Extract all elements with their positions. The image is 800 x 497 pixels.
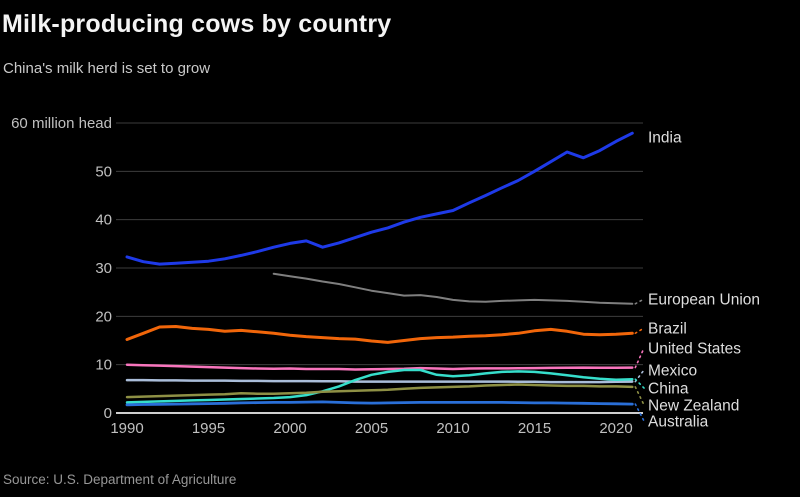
y-tick-label-30: 30 — [95, 260, 112, 277]
x-tick-label-2010: 2010 — [436, 420, 469, 437]
series-line-new-zealand — [125, 383, 634, 399]
leader-line-new-zealand — [634, 386, 645, 406]
leader-line-mexico — [634, 369, 645, 383]
y-tick-label-10: 10 — [95, 357, 112, 374]
series-label-united-states: United States — [648, 341, 741, 358]
y-tick-label-60: 60 million head — [11, 115, 112, 132]
series-label-european-union: European Union — [648, 292, 760, 309]
leader-line-united-states — [634, 347, 645, 369]
x-tick-label-2005: 2005 — [355, 420, 388, 437]
y-tick-label-0: 0 — [104, 405, 112, 422]
leader-line-australia — [634, 403, 645, 422]
series-label-india: India — [648, 130, 682, 147]
y-tick-label-20: 20 — [95, 308, 112, 325]
series-label-china: China — [648, 381, 689, 398]
x-tick-label-1995: 1995 — [192, 420, 225, 437]
x-tick-label-1990: 1990 — [110, 420, 143, 437]
x-tick-label-2020: 2020 — [599, 420, 632, 437]
series-line-brazil — [125, 325, 634, 344]
chart-subtitle: China's milk herd is set to grow — [3, 60, 211, 77]
series-line-australia — [125, 400, 634, 407]
series-label-mexico: Mexico — [648, 363, 697, 380]
y-tick-label-50: 50 — [95, 163, 112, 180]
series-line-united-states — [125, 363, 634, 371]
leader-line-brazil — [634, 327, 645, 335]
series-line-mexico — [125, 378, 634, 384]
chart-title: Milk-producing cows by country — [2, 10, 392, 38]
x-tick-label-2000: 2000 — [273, 420, 306, 437]
series-label-new-zealand: New Zealand — [648, 398, 739, 415]
series-line-china — [125, 368, 634, 404]
series-line-india — [125, 131, 634, 266]
leader-line-european-union — [634, 298, 645, 305]
x-tick-label-2015: 2015 — [518, 420, 551, 437]
series-line-european-union — [272, 272, 634, 305]
series-label-brazil: Brazil — [648, 321, 687, 338]
leader-line-china — [634, 378, 645, 389]
series-label-australia: Australia — [648, 414, 709, 431]
source-note: Source: U.S. Department of Agriculture — [3, 472, 237, 487]
y-tick-label-40: 40 — [95, 212, 112, 229]
